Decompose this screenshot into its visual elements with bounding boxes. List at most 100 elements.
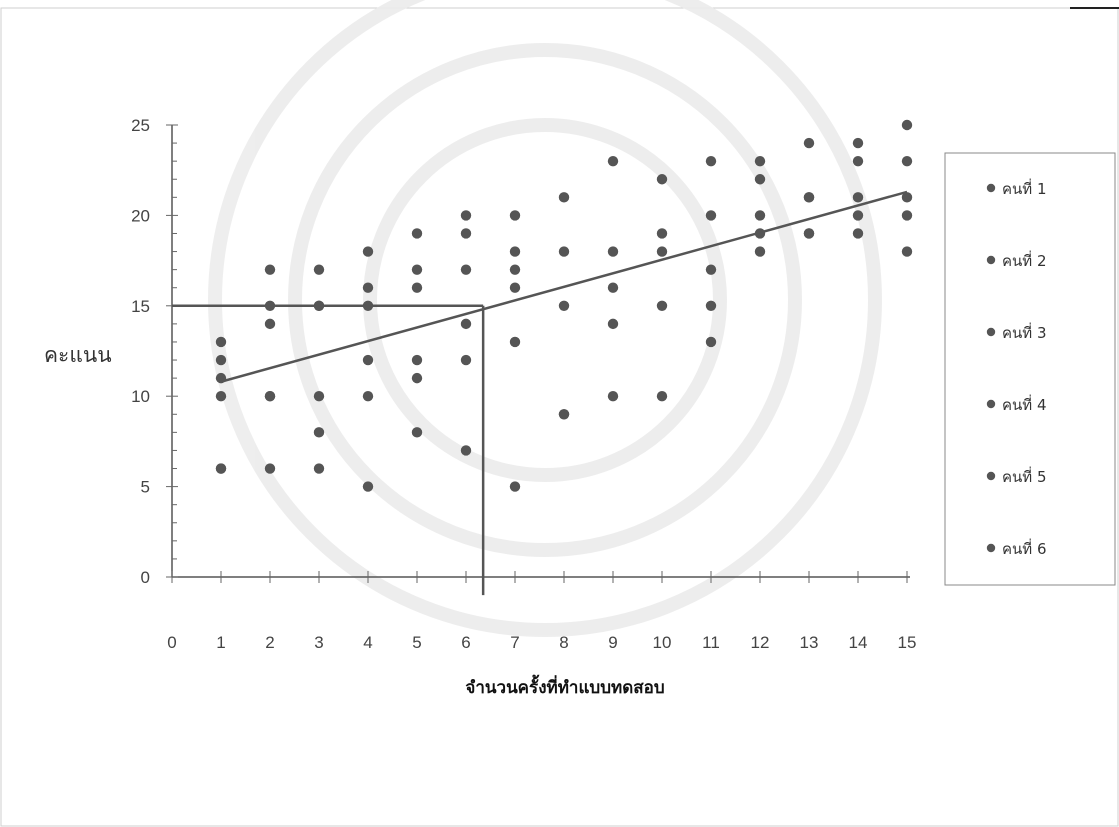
y-tick-label: 10 — [131, 387, 150, 406]
data-point — [558, 300, 570, 311]
data-point — [705, 336, 717, 348]
x-tick-label: 4 — [363, 633, 372, 652]
data-point — [509, 481, 521, 492]
data-point — [362, 391, 374, 402]
x-axis-tick-labels: 0 1 2 3 4 5 6 7 8 9 10 11 12 13 14 15 — [167, 633, 916, 652]
legend-entry: คนที่ 4 — [1002, 394, 1047, 414]
legend-entry: คนที่ 2 — [1002, 250, 1047, 270]
data-point — [264, 463, 276, 474]
data-points — [215, 119, 913, 492]
data-point — [313, 427, 325, 438]
data-point — [901, 210, 913, 221]
data-point — [509, 336, 521, 348]
data-point — [460, 264, 472, 275]
legend-marker — [986, 543, 996, 553]
legend-marker — [986, 327, 996, 337]
chart-area-border — [0, 7, 1119, 827]
x-axis-title: จำนวนครั้งที่ทำแบบทดสอบ — [465, 674, 664, 698]
legend-entry: คนที่ 6 — [1002, 538, 1047, 558]
data-point — [411, 282, 423, 293]
data-point — [656, 300, 668, 311]
data-point — [901, 192, 913, 203]
data-point — [215, 354, 227, 366]
data-point — [313, 300, 325, 311]
x-tick-label: 0 — [167, 633, 176, 652]
data-point — [705, 264, 717, 275]
data-point — [705, 155, 717, 167]
data-point — [313, 463, 325, 474]
x-tick-label: 9 — [608, 633, 617, 652]
data-point — [362, 354, 374, 366]
x-axis-ticks — [171, 571, 908, 583]
legend-marker — [986, 183, 996, 193]
x-tick-label: 15 — [898, 633, 917, 652]
data-point — [411, 427, 423, 438]
legend-box — [944, 152, 1116, 586]
data-point — [656, 228, 668, 239]
y-axis-ticks — [166, 124, 178, 578]
data-point — [852, 210, 864, 221]
legend-marker — [986, 471, 996, 481]
data-point — [656, 174, 668, 185]
data-point — [558, 246, 570, 257]
data-point — [411, 372, 423, 384]
data-point — [754, 155, 766, 167]
data-point — [411, 354, 423, 366]
data-point — [411, 228, 423, 239]
data-point — [411, 264, 423, 275]
legend-marker — [986, 255, 996, 265]
data-point — [264, 300, 276, 311]
data-point — [803, 192, 815, 203]
data-point — [264, 264, 276, 275]
data-point — [264, 391, 276, 402]
trendline — [220, 190, 908, 383]
data-point — [852, 192, 864, 203]
x-tick-label: 11 — [702, 633, 720, 652]
data-point — [313, 264, 325, 275]
data-point — [264, 318, 276, 330]
data-point — [754, 228, 766, 239]
data-point — [803, 137, 815, 149]
x-tick-label: 3 — [314, 633, 323, 652]
data-point — [460, 354, 472, 366]
data-point — [460, 228, 472, 239]
data-point — [558, 192, 570, 203]
data-point — [509, 264, 521, 275]
data-point — [558, 409, 570, 420]
data-point — [362, 246, 374, 257]
data-point — [509, 246, 521, 257]
data-point — [313, 391, 325, 402]
data-point — [901, 119, 913, 131]
x-tick-label: 7 — [510, 633, 519, 652]
watermark-seal — [208, 0, 882, 637]
x-tick-label: 10 — [653, 633, 672, 652]
data-point — [362, 481, 374, 492]
x-tick-label: 12 — [751, 633, 770, 652]
x-tick-label: 2 — [265, 633, 274, 652]
data-point — [607, 282, 619, 293]
x-tick-label: 14 — [849, 633, 868, 652]
data-point — [460, 445, 472, 456]
data-point — [215, 336, 227, 348]
data-point — [460, 210, 472, 221]
data-point — [656, 246, 668, 257]
data-point — [607, 391, 619, 402]
data-point — [852, 137, 864, 149]
x-tick-label: 13 — [800, 633, 819, 652]
data-point — [362, 282, 374, 293]
y-tick-label: 25 — [131, 116, 150, 135]
data-point — [607, 246, 619, 257]
y-tick-label: 20 — [131, 206, 150, 225]
data-point — [362, 300, 374, 311]
x-tick-label: 8 — [559, 633, 568, 652]
x-tick-label: 1 — [216, 633, 225, 652]
y-tick-label: 5 — [141, 478, 150, 497]
x-tick-label: 6 — [461, 633, 470, 652]
data-point — [852, 155, 864, 167]
data-point — [705, 300, 717, 311]
data-point — [607, 155, 619, 167]
data-point — [215, 391, 227, 402]
data-point — [215, 463, 227, 474]
data-point — [754, 246, 766, 257]
